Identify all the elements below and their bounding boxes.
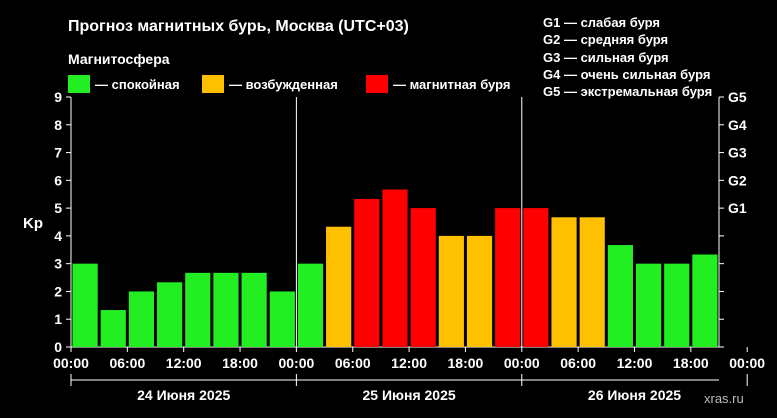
x-tick-label: 12:00 — [391, 355, 427, 371]
g-scale-item: G2 — средняя буря — [543, 32, 669, 48]
x-tick-label: 06:00 — [560, 355, 596, 371]
x-tick-label: 00:00 — [53, 355, 89, 371]
y-axis-label: Kp — [23, 215, 43, 232]
y-tick-label: 5 — [54, 200, 62, 216]
g-tick-label: G2 — [728, 172, 747, 188]
y-tick-label: 3 — [54, 256, 62, 272]
legend-label-unsettled: — возбужденная — [229, 76, 338, 92]
y-tick-label: 1 — [54, 311, 62, 327]
x-tick-label: 12:00 — [617, 355, 653, 371]
g-tick-label: G1 — [728, 200, 747, 216]
kp-bar — [523, 208, 549, 347]
g-scale-item: G1 — слабая буря — [543, 15, 661, 30]
y-tick-label: 7 — [54, 145, 62, 161]
day-label: 26 Июня 2025 — [588, 387, 681, 403]
legend-label-quiet: — спокойная — [95, 76, 180, 92]
legend-swatch-storm — [366, 75, 388, 93]
g-tick-label: G3 — [728, 145, 747, 161]
kp-bar — [241, 272, 267, 347]
x-tick-label: 00:00 — [278, 355, 314, 371]
kp-bar — [128, 291, 155, 347]
kp-bar — [157, 282, 183, 347]
y-tick-label: 2 — [54, 283, 62, 299]
kp-bar — [607, 245, 633, 347]
y-tick-label: 0 — [54, 339, 62, 355]
g-tick-label: G5 — [728, 89, 747, 105]
kp-bar — [297, 263, 324, 347]
legend-swatch-unsettled — [202, 75, 224, 93]
y-tick-label: 4 — [54, 228, 62, 244]
kp-bar — [72, 263, 98, 347]
x-tick-label: 00:00 — [729, 355, 765, 371]
kp-bar — [185, 272, 211, 347]
kp-bar — [579, 217, 605, 347]
kp-bar — [354, 198, 380, 347]
magnetosphere-label: Магнитосфера — [68, 51, 170, 67]
kp-bar — [466, 235, 493, 347]
legend-label-storm: — магнитная буря — [393, 76, 511, 92]
x-tick-label: 18:00 — [222, 355, 258, 371]
g-tick-label: G4 — [728, 117, 747, 133]
day-label: 25 Июня 2025 — [363, 387, 456, 403]
x-tick-label: 06:00 — [109, 355, 145, 371]
kp-bar — [269, 291, 295, 347]
y-tick-label: 6 — [54, 172, 62, 188]
legend-item-storm: — магнитная буря — [366, 75, 510, 93]
kp-bar — [213, 272, 239, 347]
kp-bar — [495, 208, 521, 347]
x-tick-label: 12:00 — [166, 355, 202, 371]
kp-bar — [692, 254, 718, 347]
x-tick-label: 00:00 — [504, 355, 540, 371]
g-scale-item: G5 — экстремальная буря — [543, 84, 713, 100]
x-tick-label: 06:00 — [335, 355, 371, 371]
site-watermark: xras.ru — [704, 391, 744, 406]
day-label: 24 Июня 2025 — [137, 387, 230, 403]
g-scale-legend: G1 — слабая буря G2 — средняя буря G3 — … — [543, 14, 712, 100]
kp-bar — [635, 263, 662, 347]
page-title: Прогноз магнитных бурь, Москва (UTC+03) — [68, 18, 409, 35]
kp-bar — [438, 235, 464, 347]
y-tick-label: 9 — [54, 89, 62, 105]
kp-bar — [100, 310, 126, 347]
kp-bar — [664, 263, 690, 347]
x-tick-label: 18:00 — [673, 355, 709, 371]
kp-bar — [551, 217, 577, 347]
legend-item-quiet: — спокойная — [68, 75, 180, 93]
legend-swatch-quiet — [68, 75, 90, 93]
y-tick-label: 8 — [54, 117, 62, 133]
kp-bar — [410, 208, 436, 347]
kp-bar — [382, 189, 408, 347]
g-scale-item: G4 — очень сильная буря — [543, 66, 711, 82]
legend-item-unsettled: — возбужденная — [202, 75, 338, 93]
kp-bar — [326, 226, 352, 347]
g-scale-item: G3 — сильная буря — [543, 49, 669, 65]
x-tick-label: 18:00 — [448, 355, 484, 371]
